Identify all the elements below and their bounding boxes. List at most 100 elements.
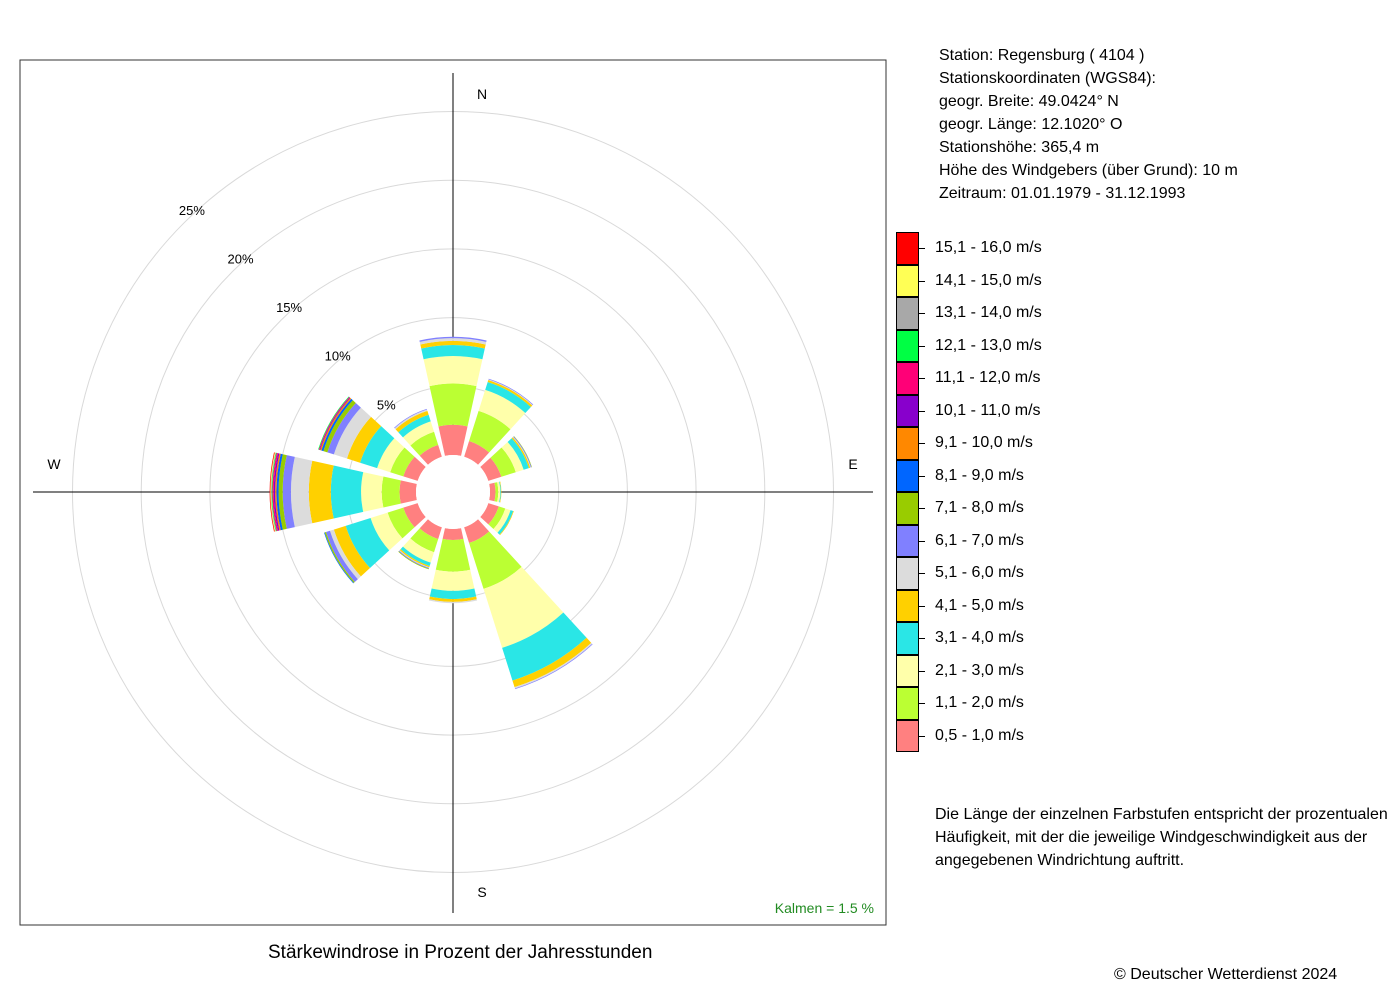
sector-270-band-10 [275,453,281,531]
period: Zeitraum: 01.01.1979 - 31.12.1993 [939,185,1186,202]
sector-240-band-6 [329,529,361,580]
sector-180-band-4 [429,588,477,600]
legend-swatch [896,362,919,395]
calm-label: Kalmen = 1.5 % [775,900,874,916]
legend-tick [919,280,925,282]
sector-30 [464,378,534,465]
sector-180-band-5 [429,596,477,602]
sector-270-band-3 [361,472,384,512]
sector-0-band-3 [423,356,483,387]
legend-tick [919,735,925,737]
legend-label: 15,1 - 16,0 m/s [935,239,1042,256]
sector-0-band-2 [429,383,477,427]
legend-label: 0,5 - 1,0 m/s [935,726,1024,744]
legend-tick [919,605,925,607]
sector-330-band-4 [398,414,431,438]
sector-60-band-4 [507,438,529,470]
sector-210-band-5 [399,549,430,568]
compass-n-label: N [477,86,487,102]
sector-270-band-15 [270,452,276,532]
sector-150-band-4 [502,612,587,681]
sector-270-band-7 [282,455,295,529]
radial-tick-label-20: 20% [227,252,253,267]
radial-tick-label-10: 10% [325,349,351,364]
sector-300-band-1 [403,456,426,481]
sector-330-band-3 [402,421,435,446]
sector-150 [464,519,593,690]
sector-120 [480,503,514,536]
legend-label: 1,1 - 2,0 m/s [935,694,1024,711]
sector-210 [398,519,442,570]
sector-300-band-2 [390,447,415,477]
legend-swatch [896,492,919,525]
sector-270-band-11 [273,453,280,531]
sector-240-band-3 [370,512,403,551]
sector-60-band-1 [480,457,502,481]
sector-120-band-4 [497,510,514,535]
legend-tick [919,248,925,249]
sector-0-band-7 [419,336,487,342]
legend-swatch [896,427,919,460]
legend-swatch [896,687,919,720]
sector-270 [269,452,417,532]
legend-tick [919,378,925,379]
copyright: © Deutscher Wetterdienst 2024 [1114,966,1338,983]
calm-circle [416,455,490,529]
sector-240-band-5 [333,525,370,577]
elevation: Stationshöhe: 365,4 m [939,139,1100,156]
latitude: geogr. Breite: 49.0424° N [939,93,1119,110]
sector-30-band-4 [485,382,531,414]
legend-tick [919,313,925,314]
sector-240 [324,503,426,584]
legend-tick [919,540,925,542]
sector-270-band-13 [271,452,277,532]
sector-240-band-8 [324,532,355,583]
legend-label: 11,1 - 12,0 m/s [935,369,1041,386]
radial-tick-label-5: 5% [377,397,396,412]
sector-30-band-1 [464,440,490,465]
sector-120-band-5 [499,510,514,536]
radial-tick-label-25: 25% [179,203,205,218]
legend-swatch [896,459,919,492]
sector-300-band-5 [346,416,382,463]
sector-270-band-1 [399,480,417,504]
sector-0 [419,336,487,456]
legend-label: 14,1 - 15,0 m/s [935,271,1042,289]
sector-180 [428,528,478,604]
sector-180-band-6 [428,599,478,604]
station-info: Station: Regensburg ( 4104 ) Stationskoo… [939,44,1238,205]
sector-60-band-3 [501,441,524,473]
legend-swatch [896,329,919,362]
compass-s-label: S [477,884,486,900]
legend-tick [919,638,925,639]
sector-210-band-2 [410,528,439,553]
sector-150-band-3 [483,566,564,648]
station-name: Station: Regensburg ( 4104 ) [939,47,1145,64]
sector-330-band-6 [394,409,428,430]
legend-swatch [896,524,919,557]
sector-180-band-3 [431,569,475,591]
sector-30-band-3 [478,389,526,430]
sector-270-band-5 [308,460,334,524]
sector-30-band-2 [469,410,511,453]
legend-swatch [896,264,919,297]
sector-240-band-1 [403,503,426,528]
sector-270-band-14 [271,452,277,532]
legend-label: 10,1 - 11,0 m/s [935,401,1041,419]
sector-270-band-8 [278,454,287,530]
sector-300-band-3 [377,438,405,473]
sector-330-band-5 [395,410,429,433]
legend-tick [919,508,925,509]
sector-330-band-2 [410,431,439,456]
sector-300-band-6 [333,407,372,459]
sensor-height: Höhe des Windgebers (über Grund): 10 m [939,162,1238,179]
sector-330-band-1 [419,444,442,465]
sector-300-band-9 [321,398,353,452]
sector-30-band-5 [487,380,533,407]
sector-150-band-1 [464,519,490,544]
legend-swatch [896,394,919,427]
sector-240-band-4 [345,518,390,569]
sector-270-band-4 [330,465,364,519]
sector-120-band-1 [480,503,499,525]
